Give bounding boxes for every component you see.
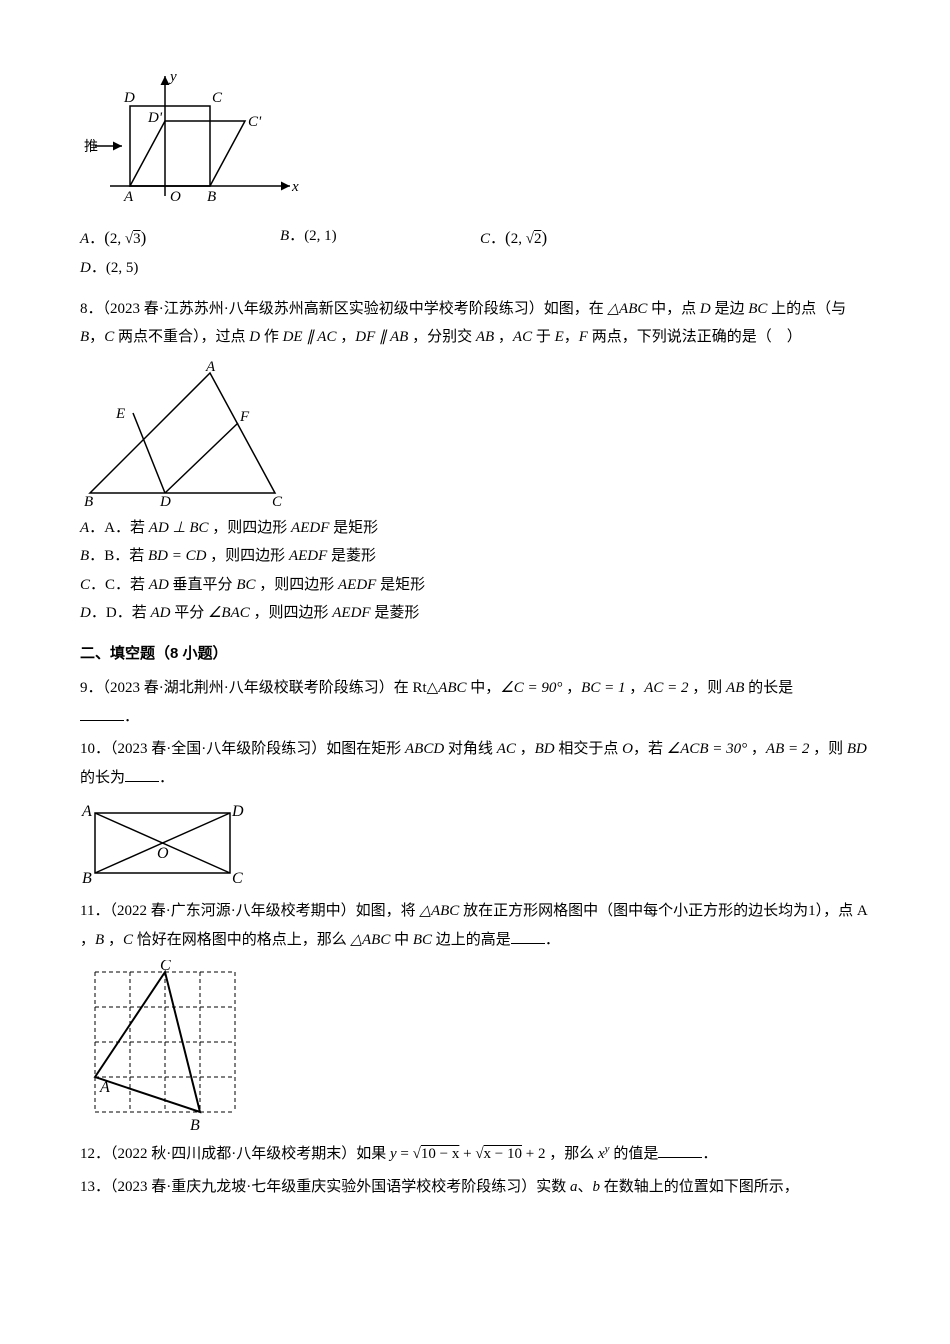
svg-text:D: D [123, 90, 135, 106]
q10-figure: A D B C O [80, 798, 870, 893]
q12-stem: 12．（2022 秋·四川成都·八年级校考期末）如果 y = √10 − x +… [80, 1139, 870, 1169]
svg-text:D: D [159, 494, 171, 508]
q12-blank [658, 1157, 702, 1158]
svg-text:A: A [205, 359, 216, 375]
q11-figure: C A B [80, 960, 870, 1135]
q7-option-a: A．(2, √3) [80, 222, 280, 254]
svg-text:B: B [82, 870, 92, 887]
svg-text:C: C [232, 870, 243, 887]
q7-option-b: B．(2, 1) [280, 222, 480, 254]
q7-option-d: D．(2, 5) [80, 254, 280, 283]
svg-text:y: y [168, 69, 177, 85]
svg-text:D: D [231, 803, 244, 820]
svg-text:E: E [115, 406, 125, 422]
q8-stem: 8．（2023 春·江苏苏州·八年级苏州高新区实验初级中学校考阶段练习）如图，在… [80, 295, 870, 352]
svg-text:B: B [84, 494, 93, 508]
svg-text:A: A [99, 1079, 110, 1096]
svg-text:x: x [291, 179, 299, 195]
q8-option-a: A．A．若 AD ⊥ BC ，则四边形 AEDF 是矩形 [80, 514, 479, 543]
q10-blank [125, 781, 159, 782]
q13-stem: 13．（2023 春·重庆九龙坡·七年级重庆实验外国语学校校考阶段练习）实数 a… [80, 1173, 870, 1202]
svg-text:B: B [190, 1117, 200, 1134]
svg-text:F: F [239, 409, 250, 425]
q9-stem: 9．（2023 春·湖北荆州·八年级校联考阶段练习）在 Rt△ABC 中，∠C … [80, 674, 870, 731]
svg-text:推: 推 [84, 139, 98, 155]
q8-options: A．A．若 AD ⊥ BC ，则四边形 AEDF 是矩形 B．B．若 BD = … [80, 514, 870, 628]
q11-stem: 11．（2022 春·广东河源·八年级校考期中）如图，将 △ABC 放在正方形网… [80, 897, 870, 954]
q9-blank [80, 720, 124, 721]
svg-text:A: A [123, 189, 134, 205]
q8-figure: A B C D E F [80, 358, 870, 508]
svg-text:A: A [81, 803, 92, 820]
q10-stem: 10．（2023 春·全国·八年级阶段练习）如图在矩形 ABCD 对角线 AC … [80, 735, 870, 792]
q7-options: A．(2, √3) B．(2, 1) C．(2, √2) D．(2, 5) [80, 222, 870, 283]
svg-text:C: C [160, 960, 171, 974]
q8-option-b: B．B．若 BD = CD ，则四边形 AEDF 是菱形 [80, 542, 479, 571]
svg-text:C: C [212, 90, 223, 106]
q8-option-d: D．D．若 AD 平分 ∠BAC ，则四边形 AEDF 是菱形 [80, 599, 479, 628]
svg-text:B: B [207, 189, 216, 205]
q7-option-c: C．(2, √2) [480, 222, 680, 254]
section-2-title: 二、填空题（8 小题） [80, 640, 870, 669]
svg-text:D': D' [147, 110, 163, 126]
svg-text:O: O [157, 845, 169, 862]
svg-text:C: C [272, 494, 283, 508]
svg-text:O: O [170, 189, 181, 205]
q11-blank [511, 943, 545, 944]
q8-option-c: C．C．若 AD 垂直平分 BC ，则四边形 AEDF 是矩形 [80, 571, 479, 600]
q7-figure: 推 D C D' C' A O B x y [80, 66, 870, 216]
svg-text:C': C' [248, 114, 262, 130]
